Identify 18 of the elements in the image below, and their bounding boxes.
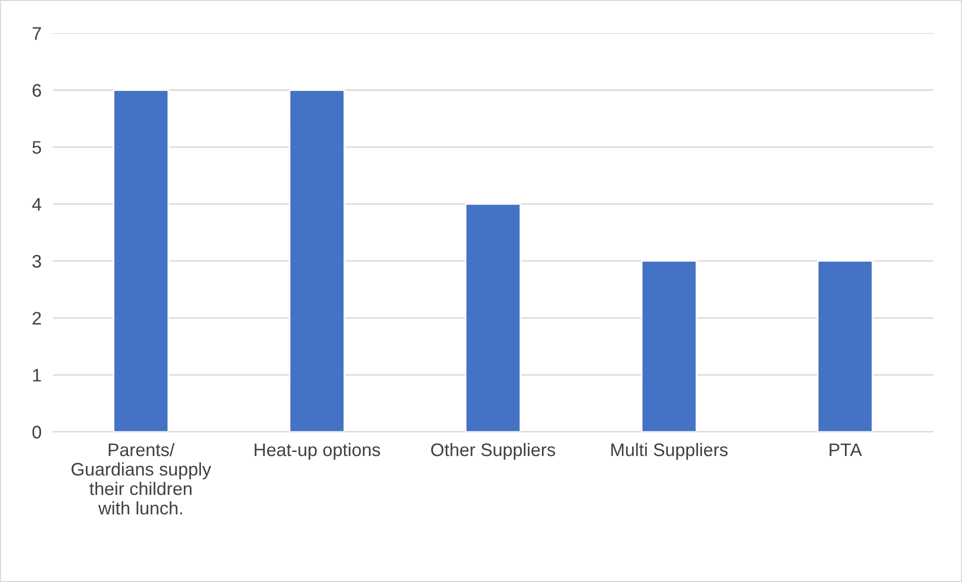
x-tick-label: Parents/ Guardians supply their children with lunch. (72, 442, 212, 515)
bar (641, 260, 698, 432)
y-tick-label: 2 (32, 312, 41, 324)
x-tick-label: Multi Suppliers (611, 442, 728, 460)
y-tick-label: 0 (32, 426, 42, 439)
y-tick-label: 4 (32, 198, 42, 211)
y-tick-label: 3 (32, 254, 42, 268)
x-tick-label: Heat-up options (254, 442, 380, 460)
x-tick-label: PTA (830, 444, 862, 456)
y-tick-label: 7 (32, 27, 41, 40)
bar (465, 203, 522, 432)
bar (288, 89, 345, 432)
bar (817, 260, 874, 432)
y-tick-label: 5 (32, 141, 42, 154)
bar (112, 89, 169, 432)
x-tick-label: Other Suppliers (431, 442, 556, 460)
y-tick-label: 1 (33, 369, 41, 382)
y-tick-label: 6 (32, 84, 42, 97)
